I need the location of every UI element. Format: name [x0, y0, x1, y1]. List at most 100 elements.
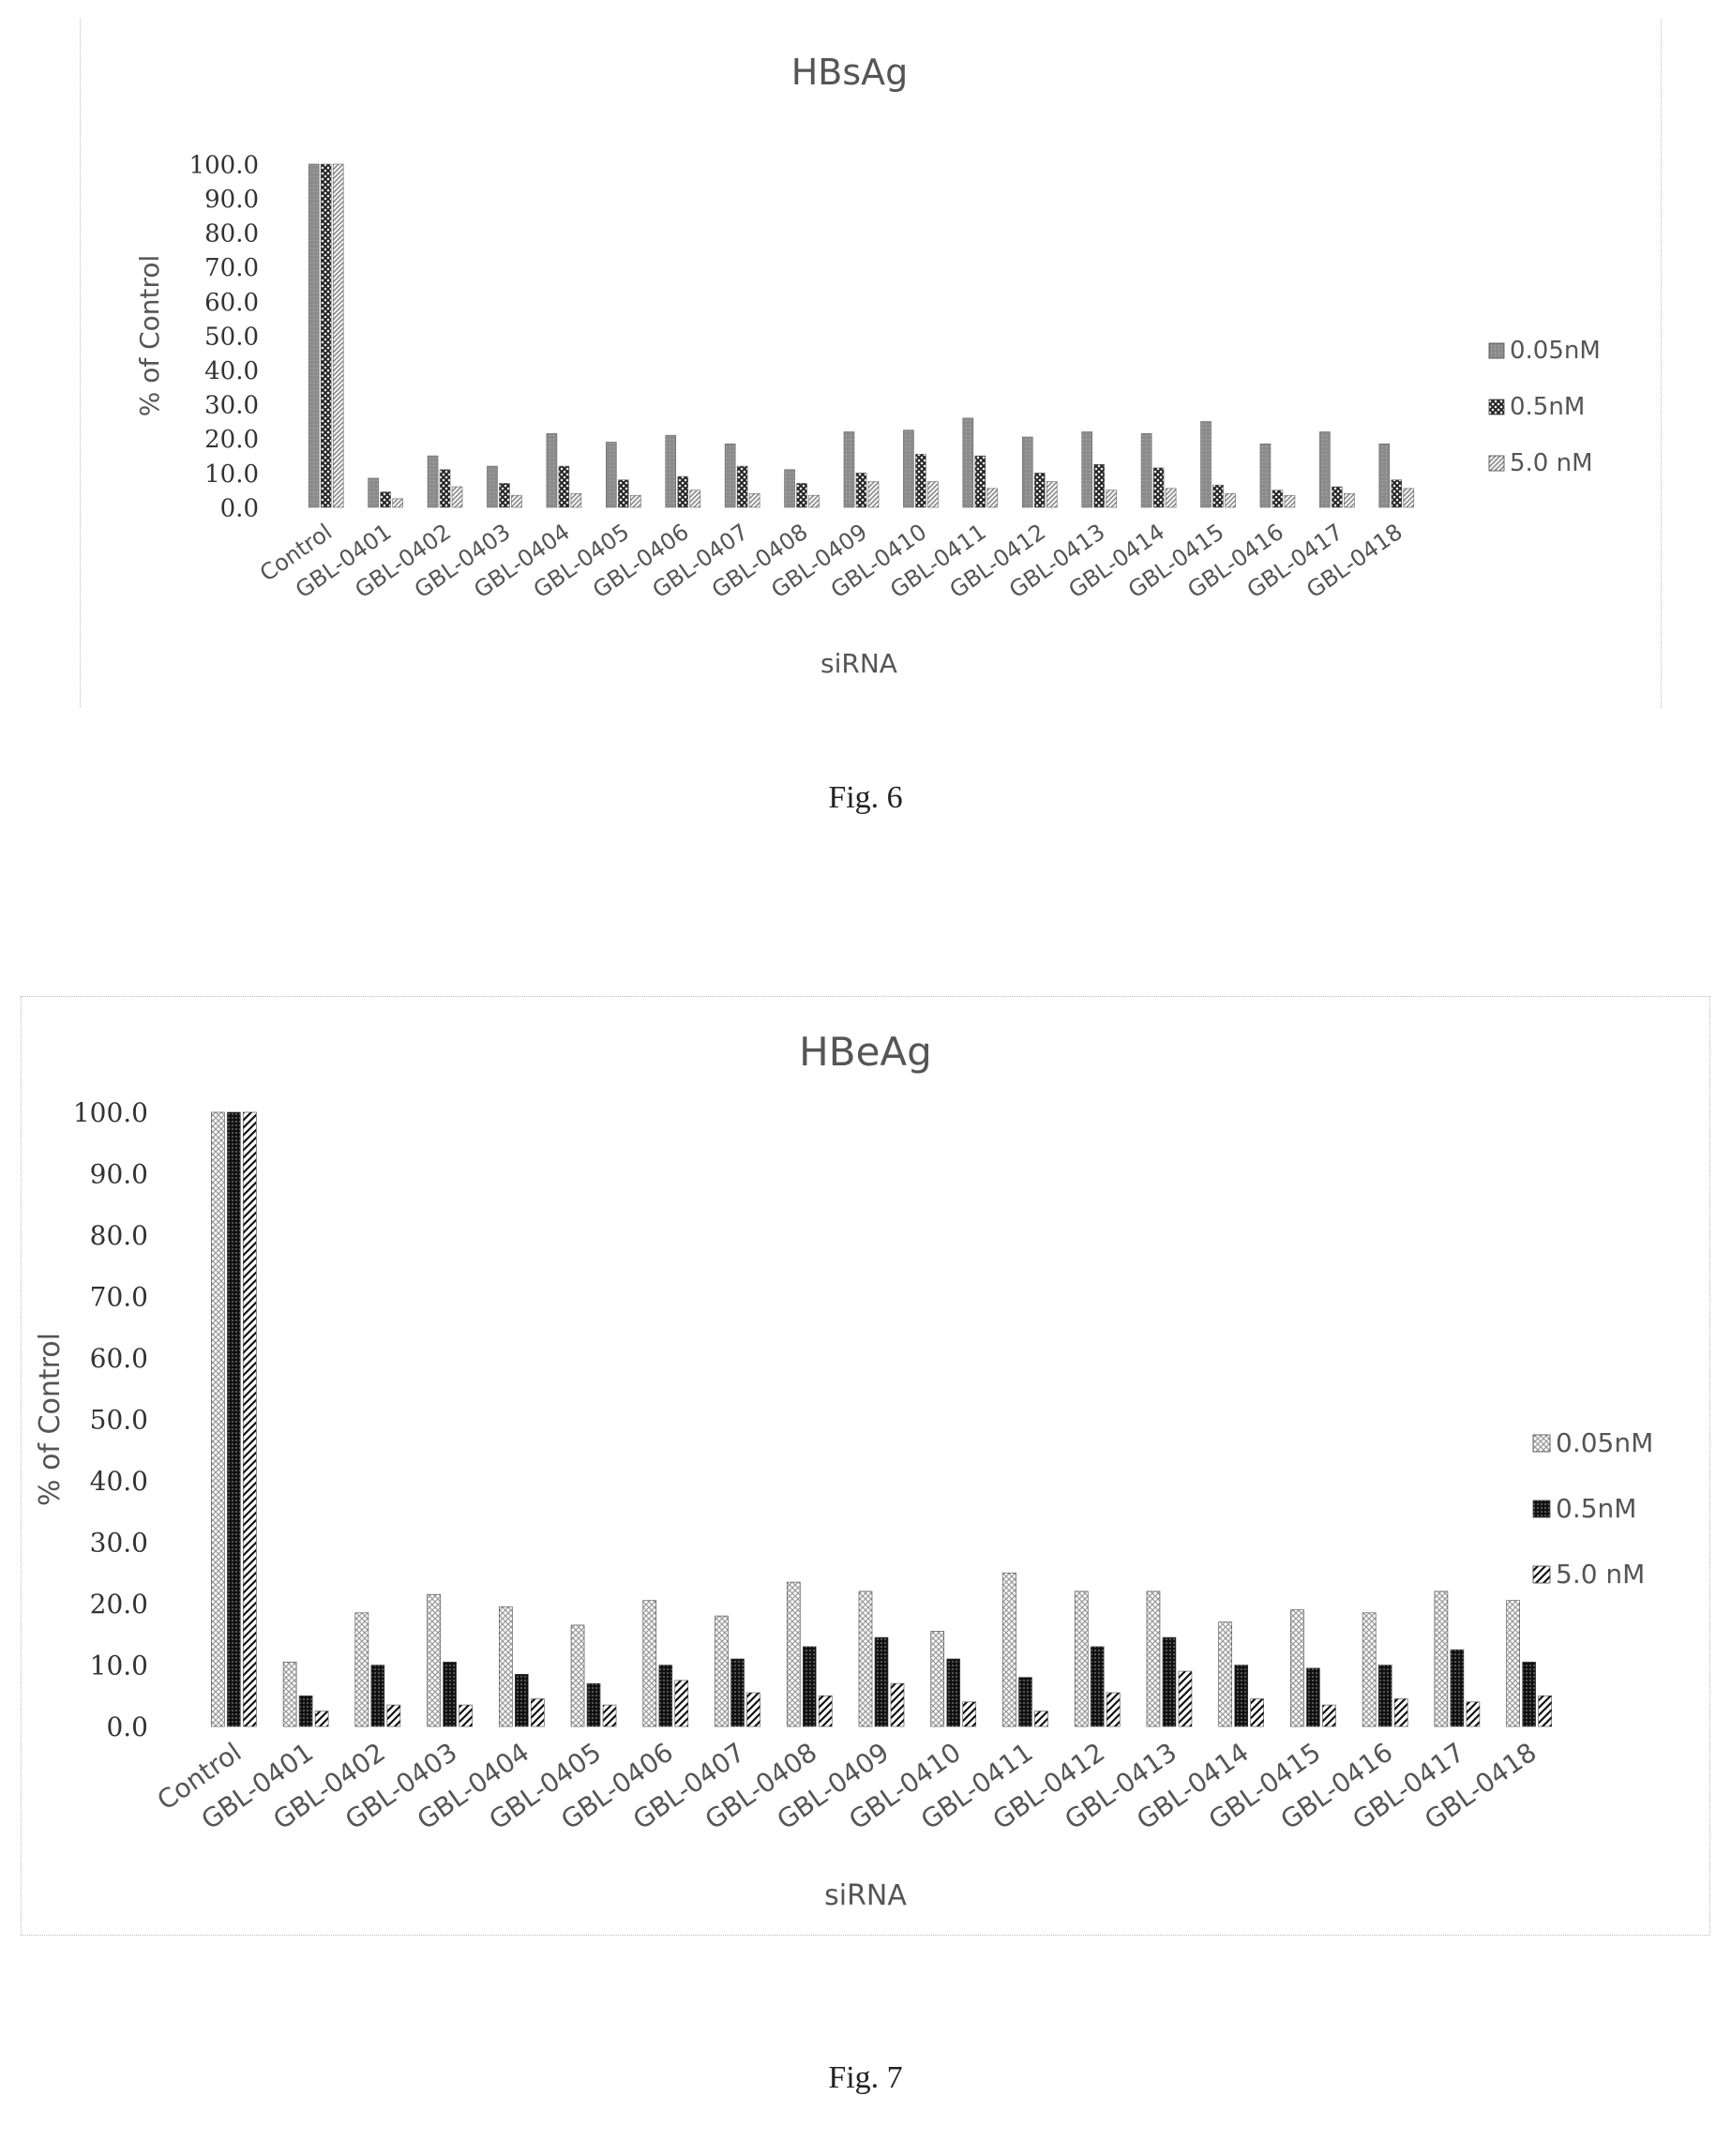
bar-group [606, 442, 641, 508]
bar-group [1434, 1591, 1481, 1727]
bar [1218, 1621, 1232, 1727]
bar [1306, 1667, 1320, 1727]
bar-group [1319, 431, 1355, 508]
legend-item: 0.05nM [1488, 337, 1601, 365]
bar [903, 430, 914, 508]
bar-group [499, 1606, 545, 1727]
bar [858, 1591, 873, 1727]
bar [1377, 1665, 1392, 1727]
bar [674, 1680, 689, 1727]
y-tick-label: 60.0 [204, 289, 259, 317]
bar [459, 1704, 473, 1727]
bar [986, 488, 999, 508]
legend-item: 0.05nM [1532, 1427, 1653, 1458]
y-tick-label: 50.0 [90, 1405, 148, 1436]
y-tick-label: 10.0 [90, 1651, 148, 1681]
bar-group [282, 1661, 329, 1727]
bar [736, 465, 748, 508]
chart-title: HBeAg [799, 1029, 932, 1075]
bar [1074, 1591, 1089, 1727]
bar-group [786, 1581, 833, 1727]
x-axis-label: siRNA [820, 648, 897, 679]
bar [586, 1682, 601, 1727]
bar [1319, 431, 1331, 508]
bar-group [1506, 1600, 1552, 1727]
bar [1106, 490, 1117, 508]
bar [1362, 1612, 1377, 1727]
y-axis-label: % of Control [34, 1333, 67, 1506]
bar [715, 1615, 729, 1727]
legend-swatch [1532, 1434, 1551, 1453]
bar [974, 455, 986, 508]
bar [1332, 486, 1343, 508]
bar [1434, 1591, 1449, 1727]
bar [308, 163, 320, 508]
bar [1165, 488, 1177, 508]
bar [1090, 1646, 1105, 1727]
bar [1259, 443, 1272, 508]
bar-group [715, 1615, 760, 1727]
bar [915, 453, 926, 508]
bar [211, 1111, 225, 1727]
bar [531, 1698, 545, 1727]
bar [890, 1682, 905, 1727]
bar-group [368, 477, 403, 508]
bar [298, 1695, 313, 1727]
bar-group [1146, 1591, 1193, 1727]
bar [1344, 493, 1355, 508]
bar-group [1002, 1572, 1048, 1727]
bar [380, 491, 391, 508]
bar [1178, 1670, 1193, 1727]
bar [630, 494, 641, 508]
bar-group [962, 417, 999, 508]
y-tick-label: 0.0 [220, 494, 259, 522]
bar [392, 498, 403, 508]
bar [1081, 431, 1092, 508]
figure-caption: Fig. 7 [828, 2060, 903, 2095]
y-tick-label: 30.0 [90, 1528, 148, 1559]
bar-group [1021, 436, 1058, 508]
y-tick-label: 30.0 [204, 392, 259, 420]
bar [855, 473, 867, 508]
bar [730, 1658, 745, 1727]
y-tick-label: 40.0 [204, 357, 259, 385]
bar-group [843, 431, 880, 508]
bar [962, 417, 974, 508]
bar [1450, 1649, 1465, 1727]
bar [874, 1636, 889, 1727]
bar [1378, 443, 1391, 508]
bar [962, 1701, 977, 1727]
bar [746, 1692, 760, 1727]
bar-group [1290, 1609, 1336, 1727]
bar [427, 1593, 441, 1727]
bar [1140, 433, 1152, 508]
legend-swatch [1488, 342, 1505, 359]
bar-group [784, 469, 820, 508]
legend-swatch [1532, 1500, 1551, 1518]
bar-group [1081, 431, 1117, 508]
bar [1272, 490, 1284, 508]
bar [658, 1665, 673, 1727]
bar [665, 434, 677, 508]
bar [808, 494, 820, 508]
y-tick-label: 100.0 [73, 1097, 148, 1128]
bar [227, 1111, 241, 1727]
bar [1284, 494, 1296, 508]
bar [786, 1581, 801, 1727]
bar [689, 490, 701, 508]
bar [354, 1612, 369, 1727]
bar [1152, 467, 1165, 508]
bar [748, 493, 760, 508]
bar [796, 483, 807, 508]
bar [1225, 493, 1236, 508]
bar [570, 493, 582, 508]
bar [558, 465, 570, 508]
legend-label: 0.5nM [1556, 1493, 1636, 1524]
bar [1234, 1665, 1248, 1727]
bar [499, 1606, 513, 1727]
y-tick-label: 60.0 [90, 1343, 148, 1374]
bar [1506, 1600, 1520, 1727]
bar [487, 465, 498, 508]
figure-caption: Fig. 6 [828, 780, 903, 815]
bar [1002, 1572, 1016, 1727]
